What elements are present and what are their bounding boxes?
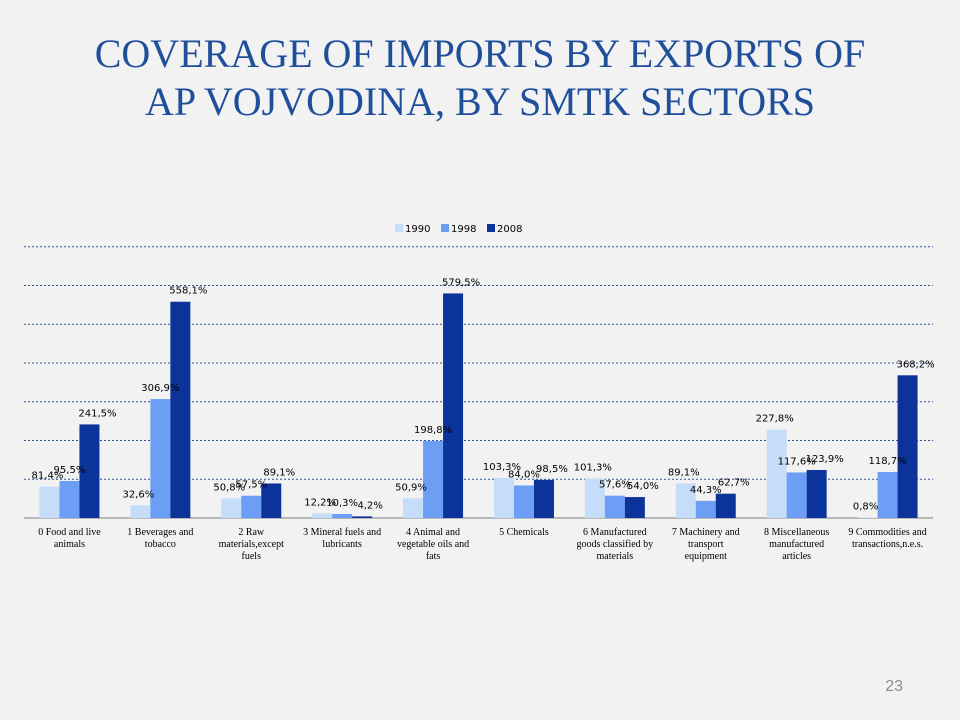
data-label: 57,5% bbox=[235, 480, 267, 491]
bar-1998 bbox=[786, 472, 807, 518]
category-label: goods classified by bbox=[577, 539, 654, 550]
data-label: 101,3% bbox=[574, 463, 612, 474]
category-label: materials bbox=[597, 551, 634, 562]
data-label: 81,4% bbox=[32, 470, 64, 481]
category-label: fuels bbox=[242, 551, 262, 562]
data-label: 44,3% bbox=[690, 485, 722, 496]
data-label: 198,8% bbox=[414, 425, 452, 436]
category-label: tobacco bbox=[145, 539, 176, 550]
legend: 1990 1998 2008 bbox=[395, 224, 522, 235]
bar-1998 bbox=[150, 399, 171, 518]
data-label: 84,0% bbox=[508, 469, 540, 480]
bar-2008 bbox=[261, 483, 282, 518]
data-label: 89,1% bbox=[263, 467, 295, 478]
data-label: 103,3% bbox=[483, 462, 521, 473]
category-label: 7 Machinery and bbox=[672, 527, 740, 538]
bar-1998 bbox=[423, 440, 444, 518]
category-label: fats bbox=[426, 551, 441, 562]
category-label: 0 Food and live bbox=[38, 527, 101, 538]
data-label: 579,5% bbox=[442, 277, 480, 288]
data-label: 50,8% bbox=[213, 482, 245, 493]
bar-1998 bbox=[513, 485, 534, 518]
bar-2008 bbox=[624, 497, 645, 518]
category-label: 8 Miscellaneous bbox=[764, 527, 829, 538]
data-label: 12,2% bbox=[304, 497, 336, 508]
category-label: animals bbox=[54, 539, 85, 550]
category-label: materials,except bbox=[219, 539, 284, 550]
bar-2008 bbox=[806, 469, 827, 518]
category-label: transport bbox=[688, 539, 724, 550]
slide-title-line-1: COVERAGE OF IMPORTS BY EXPORTS OF bbox=[94, 31, 866, 76]
data-label: 57,6% bbox=[599, 480, 631, 491]
bar-1990 bbox=[221, 498, 242, 518]
data-label: 95,5% bbox=[54, 465, 86, 476]
bar-1990 bbox=[130, 505, 151, 518]
bar-1998 bbox=[695, 500, 716, 518]
legend-swatch-2008 bbox=[487, 224, 495, 232]
bar-2008 bbox=[533, 479, 554, 518]
bar-2008 bbox=[352, 516, 373, 518]
data-label: 62,7% bbox=[718, 478, 750, 489]
data-label: 241,5% bbox=[78, 408, 116, 419]
bar-1998 bbox=[332, 514, 353, 518]
data-label: 0,8% bbox=[853, 502, 878, 513]
data-label: 54,0% bbox=[627, 481, 659, 492]
data-label: 50,9% bbox=[395, 482, 427, 493]
category-label: transactions,n.e.s. bbox=[852, 539, 923, 550]
category-label: 9 Commodities and bbox=[848, 527, 926, 538]
data-label: 227,8% bbox=[756, 414, 794, 425]
bar-1990 bbox=[403, 498, 424, 518]
category-label: lubricants bbox=[322, 539, 362, 550]
legend-label-1990: 1990 bbox=[405, 224, 430, 235]
category-label: equipment bbox=[685, 551, 727, 562]
data-label: 10,3% bbox=[326, 498, 358, 509]
data-label: 368,2% bbox=[896, 359, 934, 370]
category-label: 5 Chemicals bbox=[499, 527, 549, 538]
category-label: articles bbox=[782, 551, 811, 562]
bar-1990 bbox=[493, 477, 514, 518]
legend-swatch-1998 bbox=[441, 224, 449, 232]
data-label: 123,9% bbox=[806, 454, 844, 465]
slide-title-line-2: AP VOJVODINA, BY SMTK SECTORS bbox=[144, 79, 816, 124]
category-label: 1 Beverages and bbox=[127, 527, 193, 538]
data-label: 89,1% bbox=[668, 467, 700, 478]
data-label: 118,7% bbox=[868, 456, 906, 467]
page-number: 23 bbox=[885, 678, 903, 695]
legend-swatch-1990 bbox=[395, 224, 403, 232]
category-label: 6 Manufactured bbox=[583, 527, 647, 538]
bar-2008 bbox=[715, 493, 736, 518]
data-label: 558,1% bbox=[169, 286, 207, 297]
category-label: 2 Raw bbox=[238, 527, 265, 538]
bar-2008 bbox=[897, 375, 918, 518]
bar-2008 bbox=[79, 424, 100, 518]
bar-1998 bbox=[241, 495, 262, 518]
bar-1990 bbox=[584, 478, 605, 518]
bar-1990 bbox=[675, 483, 696, 518]
data-label: 4,2% bbox=[357, 500, 382, 511]
bar-1990 bbox=[39, 486, 60, 518]
category-label: 3 Mineral fuels and bbox=[303, 527, 381, 538]
slide-title: COVERAGE OF IMPORTS BY EXPORTS OF AP VOJ… bbox=[0, 30, 960, 126]
bar-1998 bbox=[877, 472, 898, 518]
bar-1990 bbox=[857, 517, 878, 518]
bar-2008 bbox=[170, 301, 191, 518]
bars bbox=[39, 293, 918, 518]
data-label: 98,5% bbox=[536, 464, 568, 475]
legend-label-1998: 1998 bbox=[451, 224, 476, 235]
bar-1998 bbox=[604, 495, 625, 518]
data-label: 32,6% bbox=[122, 489, 154, 500]
data-label: 306,9% bbox=[141, 383, 179, 394]
category-label: manufactured bbox=[769, 539, 824, 550]
bar-2008 bbox=[443, 293, 464, 518]
bar-1990 bbox=[312, 513, 333, 518]
bar-1998 bbox=[59, 480, 80, 518]
category-label: vegetable oils and bbox=[397, 539, 469, 550]
data-label: 117,6% bbox=[778, 456, 816, 467]
data-labels: 81,4% 32,6% 50,8% 12,2% 50,9% 103,3% 101,3% 89,… bbox=[32, 277, 935, 512]
bar-1990 bbox=[766, 429, 787, 518]
legend-label-2008: 2008 bbox=[497, 224, 522, 235]
category-label: 4 Animal and bbox=[406, 527, 460, 538]
